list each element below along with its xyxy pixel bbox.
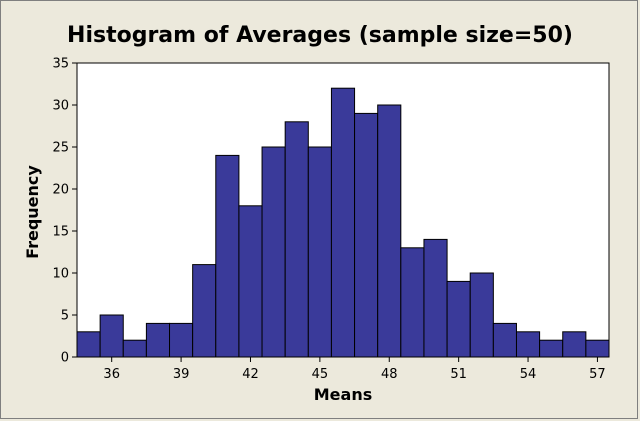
histogram-bar [99, 314, 124, 358]
histogram-bar [238, 205, 263, 358]
histogram-bar [446, 280, 471, 358]
y-axis-label: Frequency [23, 165, 42, 259]
x-tick-label: 39 [173, 367, 190, 382]
y-tick-label: 35 [52, 57, 69, 72]
histogram-bar [515, 331, 541, 358]
histogram-bar [169, 322, 194, 358]
y-tick-label: 5 [61, 309, 69, 324]
x-tick-label: 45 [312, 367, 329, 382]
x-tick-label: 42 [242, 367, 259, 382]
y-tick-label: 25 [52, 141, 69, 156]
x-tick-label: 54 [520, 367, 537, 382]
bars-group [76, 87, 610, 358]
histogram-bar [469, 272, 494, 358]
histogram-bar [423, 238, 448, 358]
histogram-bar [215, 154, 240, 358]
histogram-bar [562, 331, 587, 358]
histogram-bar [539, 339, 564, 358]
y-tick-label: 0 [61, 351, 69, 366]
histogram-bar [377, 104, 402, 358]
histogram-bar [192, 264, 217, 358]
histogram-bar [145, 322, 171, 358]
histogram-bar [585, 339, 610, 358]
histogram-bar [492, 322, 517, 358]
histogram-bar [307, 146, 332, 358]
y-axis: 0 5 10 15 20 25 30 35 [52, 57, 77, 366]
y-tick-label: 30 [52, 99, 69, 114]
histogram-bar [400, 247, 425, 358]
histogram-bar [122, 339, 147, 358]
x-tick-label: 51 [450, 367, 467, 382]
y-tick-label: 15 [52, 225, 69, 240]
histogram-bar [284, 121, 309, 358]
x-tick-label: 48 [381, 367, 398, 382]
x-tick-label: 36 [103, 367, 120, 382]
x-axis-label: Means [314, 385, 372, 404]
y-tick-label: 20 [52, 183, 69, 198]
histogram-bar [330, 87, 356, 358]
x-tick-label: 57 [589, 367, 606, 382]
histogram-bar [261, 146, 286, 358]
histogram-bar [354, 112, 379, 358]
histogram-bar [76, 331, 101, 358]
chart-title: Histogram of Averages (sample size=50) [67, 23, 573, 48]
y-tick-label: 10 [52, 267, 69, 282]
x-axis: 36 39 42 45 48 51 54 57 [103, 357, 606, 382]
